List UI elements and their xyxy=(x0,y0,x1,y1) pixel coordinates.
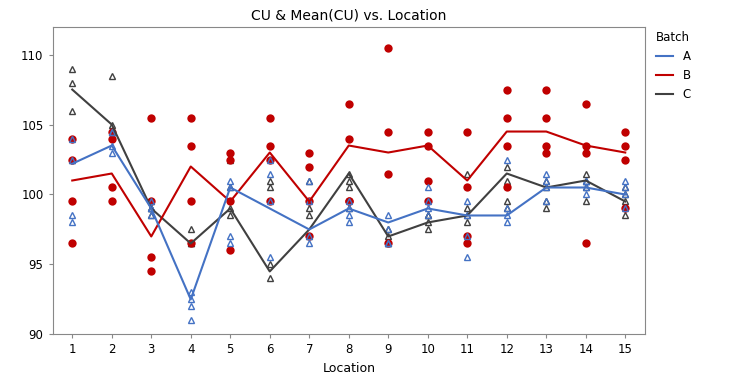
X-axis label: Location: Location xyxy=(322,362,375,375)
Title: CU & Mean(CU) vs. Location: CU & Mean(CU) vs. Location xyxy=(251,9,446,23)
Legend: A, B, C: A, B, C xyxy=(651,27,696,106)
